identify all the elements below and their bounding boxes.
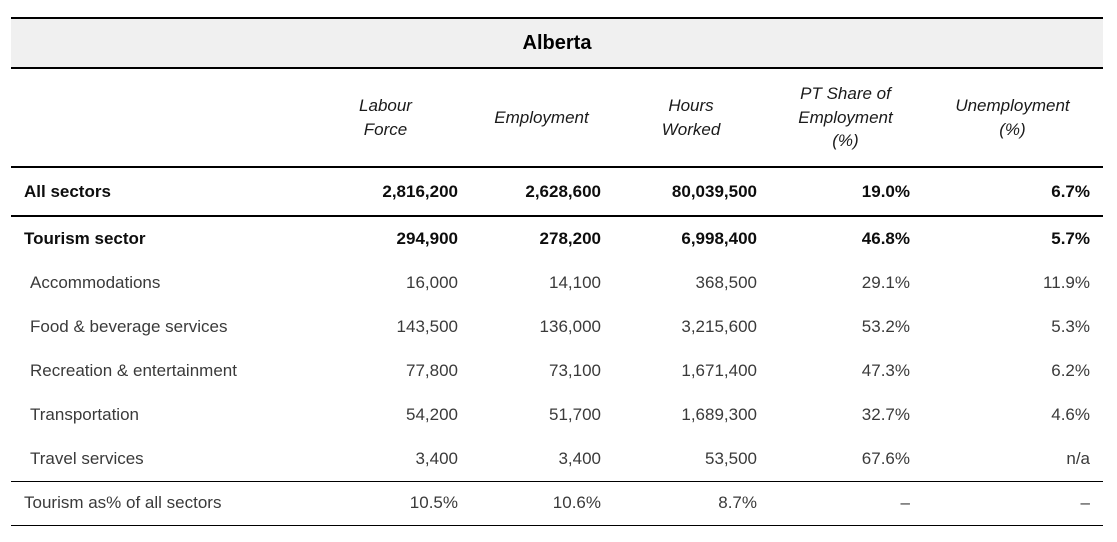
col-header-empty bbox=[11, 68, 301, 168]
cell-hours-worked: 8.7% bbox=[613, 480, 769, 526]
title-row: Alberta bbox=[11, 17, 1103, 69]
table-row-transportation: Transportation 54,200 51,700 1,689,300 3… bbox=[11, 393, 1103, 437]
table-row-travel-services: Travel services 3,400 3,400 53,500 67.6%… bbox=[11, 437, 1103, 481]
cell-unemployment: 5.7% bbox=[1051, 229, 1090, 248]
cell-pt-share: – bbox=[769, 480, 922, 526]
table-row-food-beverage: Food & beverage services 143,500 136,000… bbox=[11, 305, 1103, 349]
table-row-accommodations: Accommodations 16,000 14,100 368,500 29.… bbox=[11, 261, 1103, 305]
cell-pt-share: 46.8% bbox=[861, 229, 910, 248]
row-label: Transportation bbox=[30, 405, 139, 424]
row-label: Tourism sector bbox=[24, 229, 146, 248]
row-label: All sectors bbox=[11, 167, 301, 217]
cell-unemployment: – bbox=[922, 480, 1103, 526]
table-row-all-sectors: All sectors 2,816,200 2,628,600 80,039,5… bbox=[11, 167, 1103, 217]
cell-employment: 51,700 bbox=[549, 405, 601, 424]
cell-labour-force: 10.5% bbox=[301, 480, 470, 526]
cell-pt-share: 29.1% bbox=[861, 273, 910, 292]
cell-employment: 14,100 bbox=[549, 273, 601, 292]
row-label: Recreation & entertainment bbox=[30, 361, 237, 380]
col-header-hours-worked: Hours Worked bbox=[613, 68, 769, 168]
cell-employment: 3,400 bbox=[558, 448, 601, 468]
cell-pt-share: 32.7% bbox=[861, 405, 910, 424]
cell-labour-force: 3,400 bbox=[415, 448, 458, 468]
row-label: Accommodations bbox=[30, 273, 161, 292]
cell-employment: 278,200 bbox=[539, 229, 601, 248]
col-header-employment: Employment bbox=[470, 68, 613, 168]
col-header-pt-share: PT Share of Employment (%) bbox=[769, 68, 922, 168]
cell-labour-force: 16,000 bbox=[406, 273, 458, 292]
cell-pt-share: 47.3% bbox=[861, 361, 910, 380]
cell-unemployment: 4.6% bbox=[1051, 405, 1090, 424]
cell-hours-worked: 1,689,300 bbox=[681, 405, 757, 424]
cell-unemployment: 5.3% bbox=[1051, 317, 1090, 336]
cell-employment: 73,100 bbox=[549, 361, 601, 380]
table-row-tourism-share-of-all-sectors: Tourism as% of all sectors 10.5% 10.6% 8… bbox=[11, 480, 1103, 526]
col-header-labour-force: Labour Force bbox=[301, 68, 470, 168]
stats-table: Alberta Labour Force Employment Hours Wo… bbox=[11, 17, 1103, 526]
row-label: Travel services bbox=[30, 448, 144, 468]
cell-hours-worked: 3,215,600 bbox=[681, 317, 757, 336]
table-row-recreation-entertainment: Recreation & entertainment 77,800 73,100… bbox=[11, 349, 1103, 393]
cell-employment: 2,628,600 bbox=[470, 167, 613, 217]
cell-pt-share: 19.0% bbox=[769, 167, 922, 217]
cell-pt-share: 53.2% bbox=[861, 317, 910, 336]
column-header-row: Labour Force Employment Hours Worked PT … bbox=[11, 68, 1103, 168]
row-label: Food & beverage services bbox=[30, 317, 228, 336]
cell-employment: 136,000 bbox=[539, 317, 601, 336]
cell-labour-force: 2,816,200 bbox=[301, 167, 470, 217]
cell-unemployment: 11.9% bbox=[1043, 273, 1090, 292]
col-header-unemployment: Unemployment (%) bbox=[922, 68, 1103, 168]
table-title: Alberta bbox=[11, 17, 1103, 69]
cell-hours-worked: 1,671,400 bbox=[681, 361, 757, 380]
row-label: Tourism as% of all sectors bbox=[11, 480, 301, 526]
cell-hours-worked: 368,500 bbox=[695, 273, 757, 292]
cell-employment: 10.6% bbox=[470, 480, 613, 526]
alberta-tourism-stats-table: Alberta Labour Force Employment Hours Wo… bbox=[11, 17, 1103, 526]
cell-unemployment: 6.2% bbox=[1051, 361, 1090, 380]
cell-labour-force: 143,500 bbox=[396, 317, 458, 336]
cell-unemployment: 6.7% bbox=[922, 167, 1103, 217]
cell-labour-force: 294,900 bbox=[396, 229, 458, 248]
cell-unemployment: n/a bbox=[1066, 448, 1090, 468]
cell-pt-share: 67.6% bbox=[861, 448, 910, 468]
cell-hours-worked: 6,998,400 bbox=[681, 229, 757, 248]
cell-hours-worked: 80,039,500 bbox=[613, 167, 769, 217]
table-row-tourism-sector: Tourism sector 294,900 278,200 6,998,400… bbox=[11, 216, 1103, 261]
cell-labour-force: 77,800 bbox=[406, 361, 458, 380]
cell-hours-worked: 53,500 bbox=[705, 448, 757, 468]
cell-labour-force: 54,200 bbox=[406, 405, 458, 424]
